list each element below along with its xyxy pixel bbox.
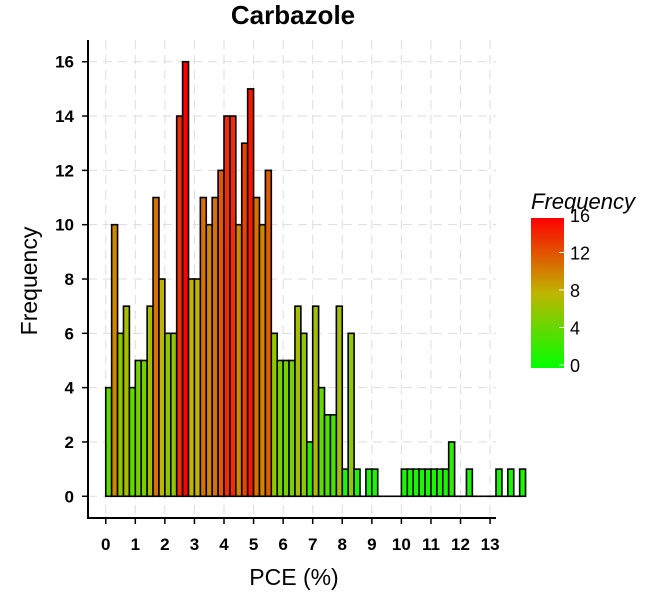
histogram-bar bbox=[365, 468, 373, 498]
histogram-bar bbox=[246, 88, 255, 498]
histogram-bar bbox=[341, 468, 349, 498]
histogram-bar bbox=[229, 115, 237, 498]
histogram-bar bbox=[400, 468, 409, 498]
x-tick-label: 11 bbox=[422, 535, 440, 554]
histogram-bar bbox=[335, 305, 344, 498]
histogram-bar bbox=[134, 359, 143, 498]
histogram-bar bbox=[181, 60, 190, 498]
histogram-bar bbox=[507, 468, 515, 498]
histogram-bar bbox=[146, 305, 154, 498]
y-tick-label: 16 bbox=[55, 53, 74, 72]
y-axis-ticks: 0 2 4 6 8 10 12 14 16 bbox=[55, 53, 88, 506]
histogram-bar bbox=[258, 223, 267, 498]
histogram-bar bbox=[447, 441, 456, 498]
histogram-bar bbox=[140, 359, 148, 498]
legend-tick-label: 12 bbox=[570, 244, 590, 264]
legend-tick-label: 8 bbox=[570, 281, 580, 301]
y-tick-label: 10 bbox=[55, 216, 74, 235]
histogram-bar bbox=[518, 468, 527, 498]
histogram-bar bbox=[205, 223, 213, 498]
legend-ticks: 0 4 8 12 16 bbox=[559, 206, 590, 376]
x-tick-label: 4 bbox=[219, 535, 229, 554]
y-tick-label: 12 bbox=[55, 161, 74, 180]
histogram-bar bbox=[187, 278, 196, 498]
histogram-bar bbox=[353, 468, 361, 498]
x-axis-title: PCE (%) bbox=[249, 564, 338, 590]
histogram-bar bbox=[371, 468, 379, 498]
x-tick-label: 5 bbox=[249, 535, 258, 554]
histogram-bar bbox=[252, 196, 261, 498]
histogram-bar bbox=[175, 115, 184, 498]
x-tick-label: 0 bbox=[101, 535, 110, 554]
histogram-bar bbox=[300, 332, 308, 498]
histogram-bar bbox=[347, 332, 355, 498]
x-axis-ticks: 0 1 2 3 4 5 6 7 8 9 10 11 12 13 bbox=[101, 518, 500, 554]
histogram-bar bbox=[329, 413, 338, 498]
histogram-bar bbox=[465, 468, 474, 498]
histogram-bar bbox=[199, 196, 208, 498]
legend-tick-label: 4 bbox=[570, 319, 580, 339]
y-axis-title: Frequency bbox=[16, 226, 42, 335]
y-tick-label: 6 bbox=[65, 324, 74, 343]
x-tick-label: 8 bbox=[338, 535, 347, 554]
y-tick-label: 8 bbox=[65, 270, 74, 289]
y-tick-label: 4 bbox=[65, 379, 75, 398]
x-tick-label: 3 bbox=[190, 535, 199, 554]
y-tick-label: 0 bbox=[65, 487, 74, 506]
legend-colorbar bbox=[531, 218, 564, 368]
legend-tick-label: 0 bbox=[570, 356, 580, 376]
histogram-bar bbox=[116, 332, 125, 498]
histogram-bar bbox=[235, 223, 243, 498]
histogram-bar bbox=[495, 468, 503, 498]
histogram-bar bbox=[223, 115, 231, 498]
histogram-bar bbox=[311, 305, 320, 498]
histogram-bar bbox=[276, 359, 284, 498]
histogram-bar bbox=[436, 468, 444, 498]
histogram-bar bbox=[152, 196, 160, 498]
histogram-bar bbox=[294, 305, 302, 498]
histogram-bar bbox=[264, 169, 273, 498]
histogram-bar bbox=[305, 441, 314, 498]
histogram-bar bbox=[158, 278, 166, 498]
histogram-bar bbox=[288, 359, 296, 498]
histogram-bar bbox=[317, 386, 326, 498]
histogram-bar bbox=[104, 386, 113, 498]
legend-tick-label: 16 bbox=[570, 206, 590, 226]
histogram-bar bbox=[424, 468, 432, 498]
histogram-bar bbox=[418, 468, 426, 498]
histogram-bar bbox=[441, 468, 450, 498]
histogram-bar bbox=[217, 169, 225, 498]
histogram-bar bbox=[211, 196, 219, 498]
histogram-bar bbox=[128, 386, 137, 498]
x-tick-label: 7 bbox=[308, 535, 317, 554]
color-legend: Frequency 0 4 8 12 16 bbox=[531, 189, 637, 376]
histogram-bar bbox=[282, 359, 290, 498]
histogram-bar bbox=[110, 223, 119, 498]
histogram-bar bbox=[270, 332, 279, 498]
legend-title: Frequency bbox=[531, 189, 637, 214]
histogram-bar bbox=[193, 278, 202, 498]
histogram-bar bbox=[240, 142, 249, 498]
x-tick-label: 1 bbox=[131, 535, 140, 554]
chart-title: Carbazole bbox=[231, 0, 355, 30]
y-tick-label: 14 bbox=[55, 107, 74, 126]
histogram-bar bbox=[169, 332, 178, 498]
histogram-bar bbox=[406, 468, 415, 498]
x-tick-label: 10 bbox=[392, 535, 411, 554]
histogram-bar bbox=[430, 468, 438, 498]
x-tick-label: 6 bbox=[278, 535, 287, 554]
histogram-bars bbox=[104, 60, 527, 498]
histogram-bar bbox=[323, 413, 332, 498]
x-tick-label: 2 bbox=[160, 535, 169, 554]
histogram-bar bbox=[122, 305, 131, 498]
histogram-bar bbox=[164, 332, 172, 498]
x-tick-label: 13 bbox=[481, 535, 500, 554]
histogram-bar bbox=[412, 468, 420, 498]
x-tick-label: 12 bbox=[451, 535, 470, 554]
x-tick-label: 9 bbox=[367, 535, 376, 554]
y-tick-label: 2 bbox=[65, 433, 74, 452]
